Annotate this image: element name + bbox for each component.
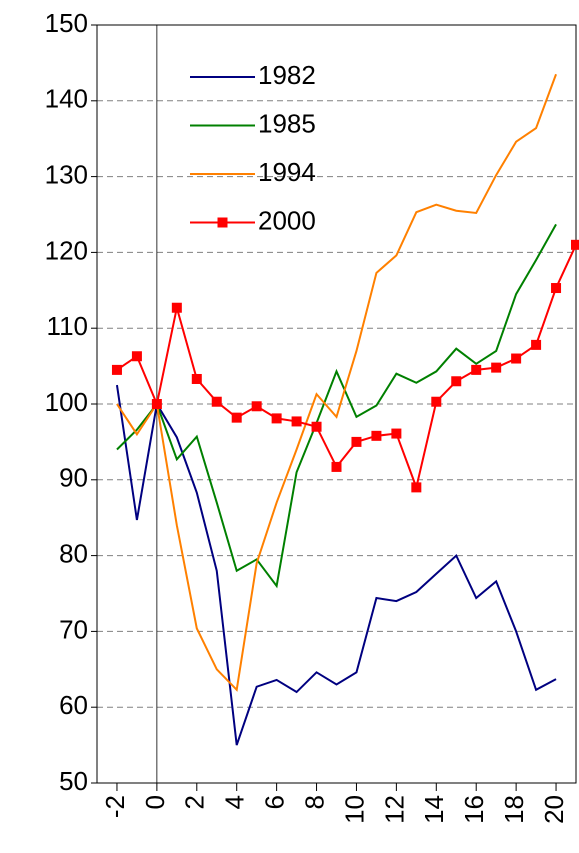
marker [571,239,579,250]
legend-label: 1982 [258,60,316,90]
marker [211,396,222,407]
y-tick-label: 60 [59,690,88,720]
marker [511,353,522,364]
y-tick-label: 110 [47,311,88,341]
marker [131,351,142,362]
x-tick-label: -2 [100,795,130,818]
y-tick-label: 70 [59,614,88,644]
marker [531,339,542,350]
x-tick-label: 6 [260,795,290,809]
x-tick-label: 20 [539,795,569,824]
y-tick-label: 150 [45,8,88,38]
y-tick-label: 90 [59,463,88,493]
marker [191,373,202,384]
x-tick-label: 0 [140,795,170,809]
y-tick-label: 100 [45,387,88,417]
x-tick-label: 10 [339,795,369,824]
x-tick-label: 16 [459,795,489,824]
marker [111,364,122,375]
series-line [116,223,557,589]
y-tick-label: 50 [59,766,88,796]
y-tick-label: 80 [59,538,88,568]
x-tick-label: 2 [180,795,210,809]
marker [471,364,482,375]
marker [291,416,302,427]
marker [151,399,162,409]
plot-frame [96,24,577,784]
marker [271,413,282,424]
y-tick-label: 120 [45,235,88,265]
marker [391,428,402,439]
marker [351,436,362,447]
x-tick-label: 8 [299,795,329,809]
y-tick-label: 130 [45,159,88,189]
legend-label: 1994 [258,157,316,187]
legend-label: 1985 [258,108,316,138]
marker [251,401,262,412]
x-tick-label: 18 [499,795,529,824]
series-line [116,244,577,491]
marker [371,430,382,441]
marker [171,302,182,313]
y-tick-label: 140 [45,84,88,114]
legend-label: 2000 [258,205,316,235]
series-line [116,73,557,692]
legend-marker [217,217,228,228]
marker [431,396,442,407]
x-tick-label: 12 [379,795,409,824]
x-tick-label: 4 [220,795,250,809]
marker [231,412,242,423]
marker [331,461,342,472]
marker [551,283,562,294]
marker [411,482,422,493]
marker [491,362,502,373]
x-tick-label: 14 [419,795,449,824]
series-line [115,384,557,746]
marker [311,421,322,432]
marker [451,376,462,387]
